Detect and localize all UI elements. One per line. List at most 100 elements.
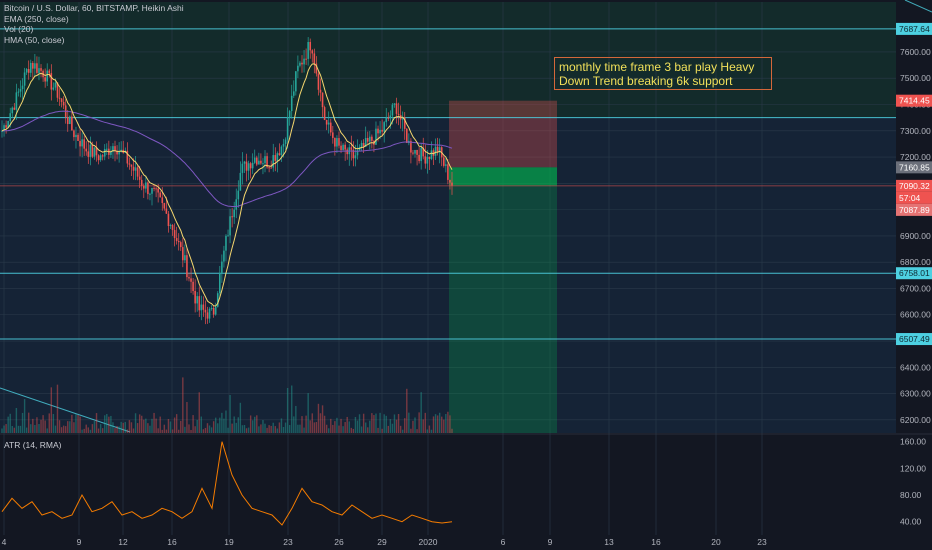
volume-bar [412,420,414,433]
candle-body [134,167,137,171]
candle-body [340,145,342,151]
candle-body [140,179,143,186]
candle-body [216,293,219,307]
volume-bar [258,426,260,433]
candle-body [93,147,96,157]
price-badge-label: 7087.89 [899,205,930,215]
position-zones [449,100,557,433]
candle-body [21,85,24,90]
candle-body [89,144,92,157]
volume-bar [104,415,106,433]
volume-bar [434,414,437,433]
candle-body [5,125,7,128]
hma-legend[interactable]: HMA (50, close) [4,34,65,45]
candle-body [389,115,392,119]
candle-body [161,197,164,204]
volume-bar [11,425,13,433]
candle-body [313,53,316,64]
candle-body [434,146,437,156]
volume-bar [50,387,53,433]
volume-bar [97,428,100,433]
candle-body [442,157,445,166]
volume-bar [91,424,94,433]
candle-body [329,122,332,133]
candle-body [305,58,307,60]
volume-bar [383,414,385,433]
candle-body [233,209,235,218]
candle-body [46,70,49,82]
volume-bar [270,425,272,433]
x-tick-label: 9 [77,537,82,547]
candle-body [354,155,357,159]
volume-bar [153,412,155,433]
volume-bar [336,417,338,433]
price-badges: 7687.64 7414.45 7160.85 7090.32 57:04 7087.89… [896,22,932,346]
volume-bar [23,399,26,433]
volume-bar [210,427,213,433]
candle-body [405,128,408,143]
annotation-box[interactable]: monthly time frame 3 bar play Heavy Down… [554,57,772,90]
volume-bar [373,415,375,433]
volume-bar [426,429,429,433]
candle-body [249,163,252,169]
atr-tick-label: 80.00 [900,490,922,500]
candle-body [327,122,330,125]
volume-bar [48,413,50,433]
volume-bar [301,416,303,433]
volume-bar [36,417,38,433]
candle-body [171,225,174,231]
candle-body [118,151,120,155]
atr-legend[interactable]: ATR (14, RMA) [4,440,62,450]
candle-body [200,304,203,311]
atr-panel [1,441,453,526]
volume-bar [436,415,439,433]
candle-body [356,150,359,156]
volume-bar [299,424,301,433]
indicator-legend: Bitcoin / U.S. Dollar, 60, BITSTAMP, Hei… [4,3,184,45]
volume-bar [54,425,57,433]
volume-bar [389,419,392,433]
volume-bar [447,411,449,433]
atr-tick-label: 120.00 [900,463,926,473]
volume-bar [67,421,69,433]
candle-body [430,150,433,159]
price-axis[interactable]: 6200.006300.006400.006500.006600.006700.… [900,47,931,527]
candle-body [449,179,451,183]
volume-bar [284,422,287,433]
candle-body [416,149,418,155]
candle-body [177,240,180,243]
candle-body [17,91,20,93]
x-tick-label: 13 [604,537,614,547]
volume-bar [214,417,217,433]
volume-bar [354,416,357,433]
volume-bar [291,385,293,433]
y-tick-label: 6400.00 [900,362,931,372]
candle-body [309,42,312,51]
time-axis[interactable]: 4 9 12 16 19 23 26 29 2020 6 9 13 16 20 23 [2,537,767,547]
ema-legend[interactable]: EMA (250, close) [4,13,69,24]
candle-body [145,182,147,189]
candle-body [99,155,102,161]
volume-bar [348,421,350,433]
volume-bar [274,426,276,433]
vol-legend[interactable]: Vol (20) [4,24,34,34]
volume-bar [358,414,361,433]
volume-bar [237,417,240,433]
volume-bar [387,425,390,433]
volume-bar [330,418,332,433]
volume-bar [28,412,30,433]
price-badge-label: 6507.49 [899,334,930,344]
volume-bar [184,426,186,433]
symbol-title[interactable]: Bitcoin / U.S. Dollar, 60, BITSTAMP, Hei… [4,3,184,13]
volume-bar [272,422,274,433]
volume-bar [356,420,359,433]
volume-bar [385,415,387,433]
candle-body [23,72,26,86]
volume-bar [362,413,365,433]
candle-body [346,149,349,155]
candle-body [255,157,258,165]
x-tick-label: 16 [651,537,661,547]
candle-body [188,277,190,279]
candle-body [301,62,303,65]
